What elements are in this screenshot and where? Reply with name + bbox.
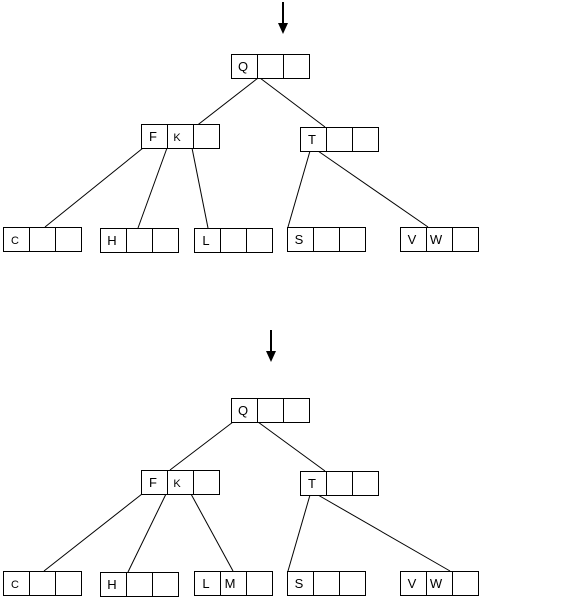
key-cell — [452, 227, 479, 252]
node-key: F — [149, 475, 157, 490]
down-arrow-icon — [266, 351, 276, 362]
key-cell — [152, 572, 179, 597]
key-cell — [452, 571, 479, 596]
key-cell — [193, 124, 220, 149]
edge-fk-c — [43, 493, 143, 572]
node-key: T — [308, 132, 316, 147]
node-s: S — [287, 571, 366, 596]
node-key: W — [430, 576, 443, 591]
node-key: V — [408, 232, 417, 247]
node-q: Q — [231, 54, 310, 79]
key-cell — [313, 571, 340, 596]
node-h: H — [100, 228, 179, 253]
node-c: C — [3, 571, 82, 596]
edge-fk-h — [127, 493, 167, 573]
before-tree: QF K TC H L S V W — [3, 2, 479, 253]
key-cell — [55, 227, 82, 252]
node-h: H — [100, 572, 179, 597]
node-key: F — [149, 129, 157, 144]
after-tree: QF K TC H L M S V W — [3, 330, 479, 597]
node-c: C — [3, 227, 82, 252]
node-key: K — [173, 132, 181, 144]
node-key: K — [173, 478, 181, 490]
key-cell — [287, 571, 314, 596]
node-key: V — [408, 576, 417, 591]
node-l: L — [194, 228, 273, 253]
node-key: H — [107, 577, 116, 592]
edge-t-s — [287, 494, 311, 572]
key-cell — [220, 571, 247, 596]
key-cell — [152, 228, 179, 253]
key-cell — [339, 571, 366, 596]
edge-t-vw — [317, 150, 429, 228]
node-q: Q — [231, 398, 310, 423]
key-cell — [339, 227, 366, 252]
key-cell — [426, 571, 453, 596]
edge-t-vw — [317, 494, 451, 572]
node-key: W — [430, 232, 443, 247]
key-cell — [29, 571, 56, 596]
key-cell — [283, 398, 310, 423]
key-cell — [352, 471, 379, 496]
edge-q-t — [259, 77, 326, 128]
edge-q-fk — [169, 421, 234, 471]
key-cell — [126, 228, 153, 253]
key-cell — [257, 398, 284, 423]
key-cell — [194, 571, 221, 596]
node-t: T — [300, 471, 379, 496]
key-cell — [167, 124, 194, 149]
node-key: S — [295, 576, 304, 591]
key-cell — [300, 471, 327, 496]
node-key: C — [11, 235, 19, 247]
node-key: L — [202, 576, 209, 591]
key-cell — [300, 127, 327, 152]
node-key: Q — [238, 59, 248, 74]
key-cell — [313, 227, 340, 252]
edge-fk-c — [44, 147, 144, 228]
key-cell — [100, 228, 127, 253]
node-key: S — [295, 232, 304, 247]
key-cell — [194, 228, 221, 253]
edge-q-t — [257, 421, 326, 472]
down-arrow-icon — [278, 23, 288, 34]
node-key: M — [225, 576, 236, 591]
key-cell — [400, 227, 427, 252]
edge-t-s — [287, 150, 311, 228]
key-cell — [287, 227, 314, 252]
edge-fk-lm — [190, 493, 234, 572]
key-cell — [283, 54, 310, 79]
key-cell — [257, 54, 284, 79]
key-cell — [3, 571, 30, 596]
key-cell — [167, 470, 194, 495]
key-cell — [193, 470, 220, 495]
key-cell — [326, 127, 353, 152]
node-key: C — [11, 579, 19, 591]
key-cell — [352, 127, 379, 152]
key-cell — [141, 470, 168, 495]
node-key: L — [202, 233, 209, 248]
key-cell — [220, 228, 247, 253]
key-cell — [126, 572, 153, 597]
key-cell — [231, 398, 258, 423]
key-cell — [100, 572, 127, 597]
key-cell — [326, 471, 353, 496]
node-t: T — [300, 127, 379, 152]
key-cell — [246, 571, 273, 596]
edge-fk-l — [191, 147, 209, 229]
node-key: H — [107, 233, 116, 248]
key-cell — [246, 228, 273, 253]
key-cell — [29, 227, 56, 252]
node-s: S — [287, 227, 366, 252]
key-cell — [55, 571, 82, 596]
key-cell — [426, 227, 453, 252]
edge-fk-h — [137, 147, 168, 229]
node-key: T — [308, 476, 316, 491]
node-key: Q — [238, 403, 248, 418]
